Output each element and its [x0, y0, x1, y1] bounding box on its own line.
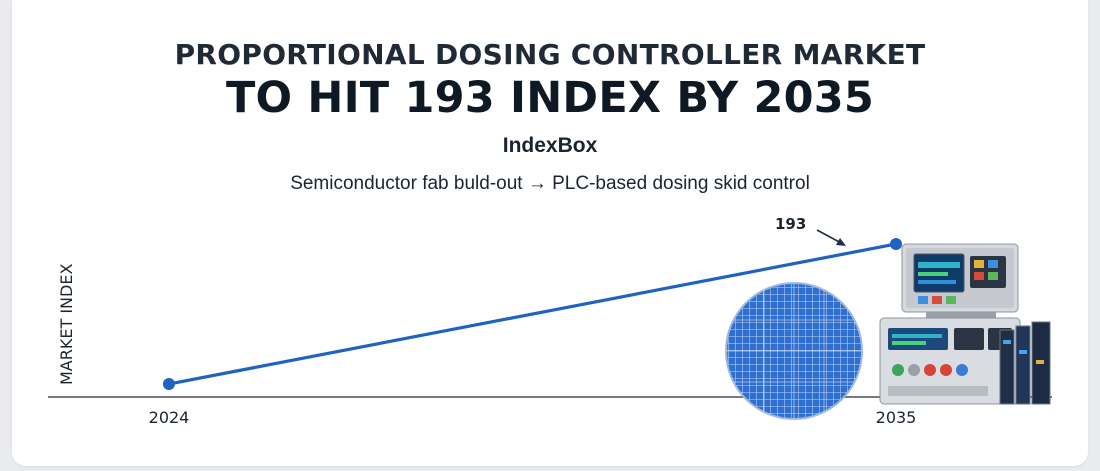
data-point-2024: [163, 378, 175, 390]
chart-subtitle: Semiconductor fab buld-out → PLC-based d…: [290, 173, 810, 194]
data-label-2035: 193: [775, 215, 807, 233]
annotation-arrow: [816, 229, 846, 246]
data-point-2035: [890, 238, 902, 250]
y-axis-label: MARKET INDEX: [57, 263, 76, 385]
x-tick-label-2024: 2024: [148, 408, 190, 427]
x-tick-label-2035: 2035: [875, 408, 917, 427]
chart-title-line-2: TO HIT 193 INDEX BY 2035: [225, 73, 875, 123]
source-label: IndexBox: [502, 134, 598, 157]
plc-controller-icon: [879, 243, 1051, 405]
series-line: [167, 242, 898, 386]
silicon-wafer-icon: [725, 282, 863, 420]
chart-title-line-1: PROPORTIONAL DOSING CONTROLLER MARKET: [174, 38, 926, 71]
